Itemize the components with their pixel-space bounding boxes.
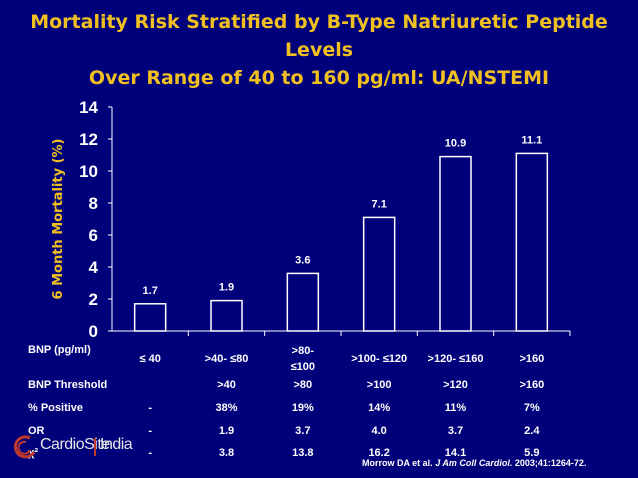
table-cell: 1.9 — [218, 425, 235, 437]
logo-text-left: CardioSite — [40, 436, 110, 453]
table-cell: - — [148, 447, 152, 459]
table-cell: 11% — [444, 402, 467, 414]
bar-value-label: 1.9 — [219, 282, 234, 294]
table-cell: 7% — [523, 402, 540, 414]
y-axis-label: 6 Month Mortality (%) — [51, 139, 66, 300]
cardiosite-logo: CardioSite India — [10, 434, 150, 460]
table-cell: 38% — [215, 402, 238, 414]
table-cell: 5.9 — [524, 447, 540, 459]
bnp-row-label: BNP (pg/ml) — [28, 344, 91, 356]
category-label: ≤ 40 — [139, 353, 160, 365]
table-cell: >80 — [293, 379, 313, 391]
bar-value-label: 1.7 — [143, 285, 158, 297]
category-label: >80-≤100 — [291, 345, 315, 373]
table-cell: 14% — [368, 402, 391, 414]
logo-text-right: India — [100, 436, 133, 453]
y-tick-label: 10 — [79, 162, 98, 181]
bar — [362, 216, 396, 332]
table-cell: 3.7 — [295, 425, 311, 437]
category-label: >40- ≤80 — [205, 353, 249, 365]
bar — [515, 152, 549, 332]
table-cell: >40 — [217, 379, 236, 391]
table-cell: 2.4 — [524, 425, 540, 437]
citation-prefix: Morrow DA et al. — [362, 458, 436, 468]
bar — [286, 272, 320, 332]
y-tick-label: 6 — [89, 226, 98, 245]
y-tick-label: 12 — [79, 130, 98, 149]
title-line-2: Over Range of 40 to 160 pg/ml: UA/NSTEMI — [88, 67, 550, 89]
y-tick-label: 0 — [89, 322, 98, 341]
bar — [439, 155, 472, 332]
table-cell: >160 — [519, 379, 545, 391]
table-cell: 3.8 — [218, 447, 235, 459]
title-line-1: Mortality Risk Stratified by B-Type Natr… — [30, 11, 608, 61]
table-cell: >100 — [366, 379, 392, 391]
table-cell: - — [148, 402, 152, 414]
bar-value-label: 3.6 — [295, 254, 310, 266]
category-label: >100- ≤120 — [351, 353, 407, 365]
bar-value-label: 10.9 — [445, 138, 466, 150]
table-cell: 3.7 — [447, 425, 464, 437]
y-tick-label: 2 — [89, 290, 98, 309]
table-row-label: OR — [28, 425, 45, 437]
category-label: >120- ≤160 — [428, 353, 484, 365]
logo-swirl-icon — [13, 435, 36, 459]
page-title: Mortality Risk Stratified by B-Type Natr… — [0, 8, 638, 92]
y-tick-label: 8 — [89, 194, 98, 213]
y-tick-label: 4 — [89, 258, 99, 277]
logo-separator — [94, 438, 96, 456]
category-label: >160 — [519, 353, 544, 365]
citation-journal: J Am Coll Cardiol. — [435, 458, 513, 468]
table-row-label: BNP Threshold — [28, 379, 108, 391]
citation-suffix: 2003;41:1264-72. — [512, 458, 587, 468]
table-cell: 14.1 — [444, 447, 467, 459]
bar — [210, 299, 243, 332]
bar-value-label: 11.1 — [521, 134, 542, 146]
y-tick-label: 14 — [79, 98, 98, 117]
bar — [133, 303, 167, 332]
table-row-label: % Positive — [28, 402, 84, 414]
table-cell: >120 — [443, 379, 468, 391]
citation: Morrow DA et al. J Am Coll Cardiol. 2003… — [362, 458, 586, 468]
bar-value-label: 7.1 — [372, 198, 387, 210]
table-cell: 16.2 — [368, 447, 390, 459]
table-cell: 13.8 — [292, 447, 314, 459]
table-cell: 4.0 — [371, 425, 387, 437]
table-cell: - — [148, 425, 152, 437]
table-cell: 19% — [291, 402, 314, 414]
